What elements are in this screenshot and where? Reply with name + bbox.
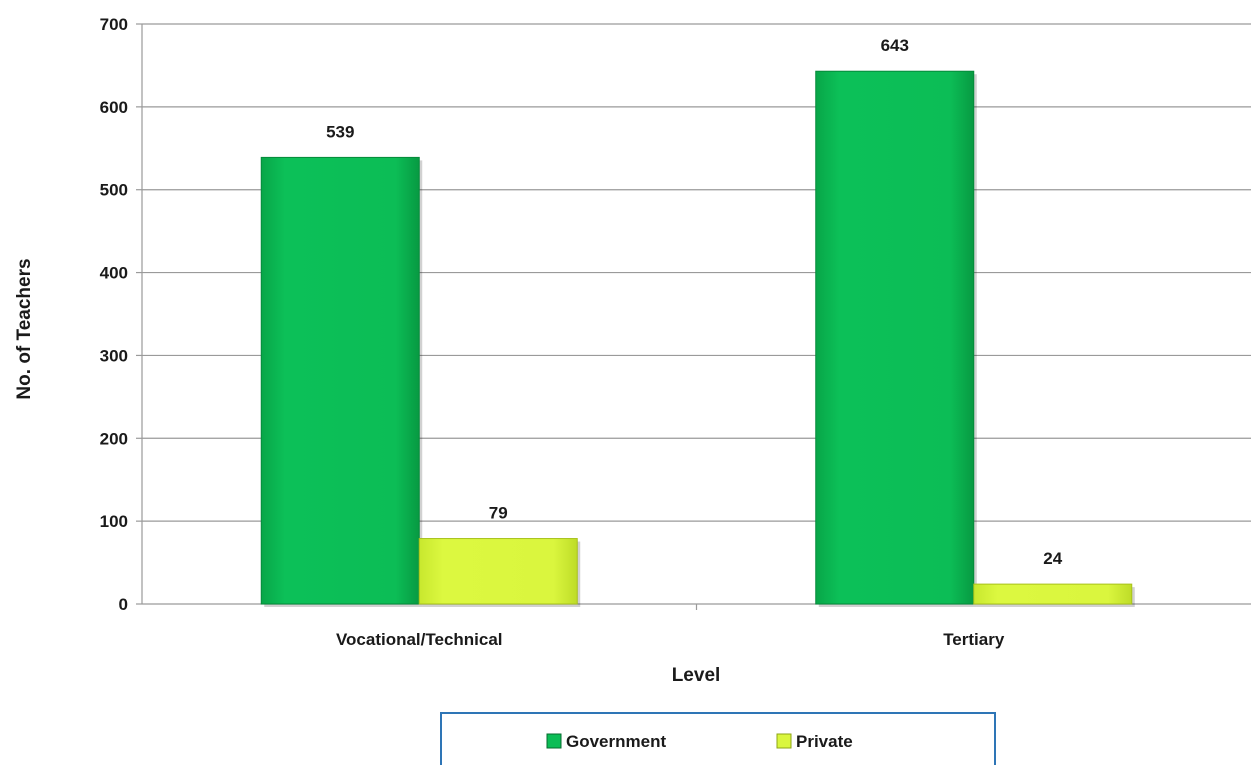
data-label: 79 (489, 504, 508, 523)
y-tick-label: 400 (100, 264, 128, 283)
legend: Government Private (440, 712, 996, 770)
legend-swatch-government (546, 733, 562, 749)
data-label: 539 (326, 122, 354, 141)
y-tick-label: 300 (100, 346, 128, 365)
bar-private-0 (418, 538, 578, 605)
y-tick-label: 100 (100, 512, 128, 531)
y-tick-label: 200 (100, 429, 128, 448)
y-tick-label: 700 (100, 15, 128, 34)
y-axis-title: No. of Teachers (14, 258, 35, 399)
legend-box (440, 712, 996, 770)
y-tick-label: 600 (100, 98, 128, 117)
bar-government-1 (815, 70, 975, 605)
bar-private-1 (973, 583, 1133, 605)
data-label: 643 (881, 36, 909, 55)
x-category-label: Tertiary (943, 630, 1005, 649)
legend-label-private: Private (796, 732, 853, 751)
x-category-label: Vocational/Technical (336, 630, 503, 649)
legend-swatch-private (776, 733, 792, 749)
bar-government-0 (260, 156, 420, 605)
labels: 0 100 200 300 400 500 600 700 539 79 Vocational/Te… (100, 15, 1063, 649)
data-label: 24 (1043, 549, 1062, 568)
x-axis-title: Level (672, 665, 721, 686)
y-tick-label: 500 (100, 181, 128, 200)
y-tick-label: 0 (119, 595, 128, 614)
bars (260, 70, 1135, 607)
legend-label-government: Government (566, 732, 666, 751)
